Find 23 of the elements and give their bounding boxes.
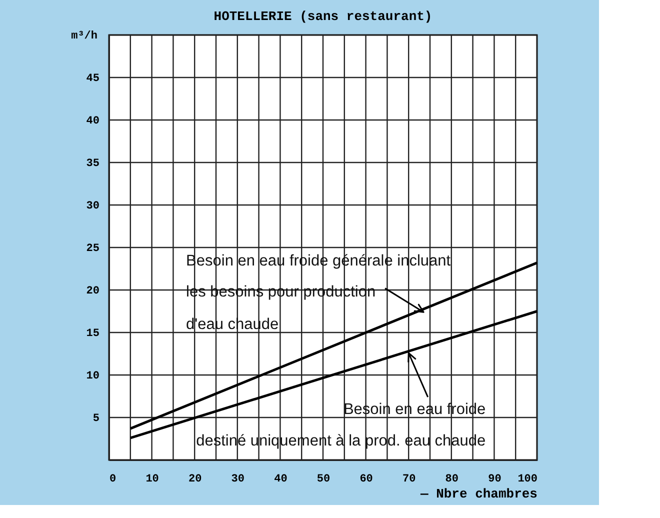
y-tick-label: 30 xyxy=(86,200,100,212)
x-tick-label: 100 xyxy=(518,474,538,486)
x-tick-label: 60 xyxy=(360,474,373,486)
x-tick-label: 90 xyxy=(488,474,502,486)
y-tick-label: 10 xyxy=(86,370,100,382)
y-tick-label: 40 xyxy=(86,116,100,128)
y-tick-label: 5 xyxy=(92,413,100,425)
x-tick-label: 70 xyxy=(402,474,416,486)
x-tick-label: 80 xyxy=(445,474,458,486)
y-tick-label: 20 xyxy=(86,286,100,298)
y-tick-label: 45 xyxy=(86,73,100,85)
chart-title: HOTELLERIE (sans restaurant) xyxy=(214,9,432,24)
y-tick-label: 15 xyxy=(86,328,100,340)
x-axis-title: — Nbre chambres xyxy=(419,486,538,502)
y-tick-label: 25 xyxy=(86,243,100,255)
x-tick-label: 20 xyxy=(188,474,202,486)
x-tick-label: 10 xyxy=(146,474,159,486)
x-tick-label: 40 xyxy=(274,474,288,486)
y-axis-title: m³/h xyxy=(71,30,98,42)
x-tick-label: 0 xyxy=(110,474,116,486)
x-tick-label: 30 xyxy=(231,474,244,486)
x-tick-label: 50 xyxy=(316,474,330,486)
y-tick-label: 35 xyxy=(86,158,100,170)
